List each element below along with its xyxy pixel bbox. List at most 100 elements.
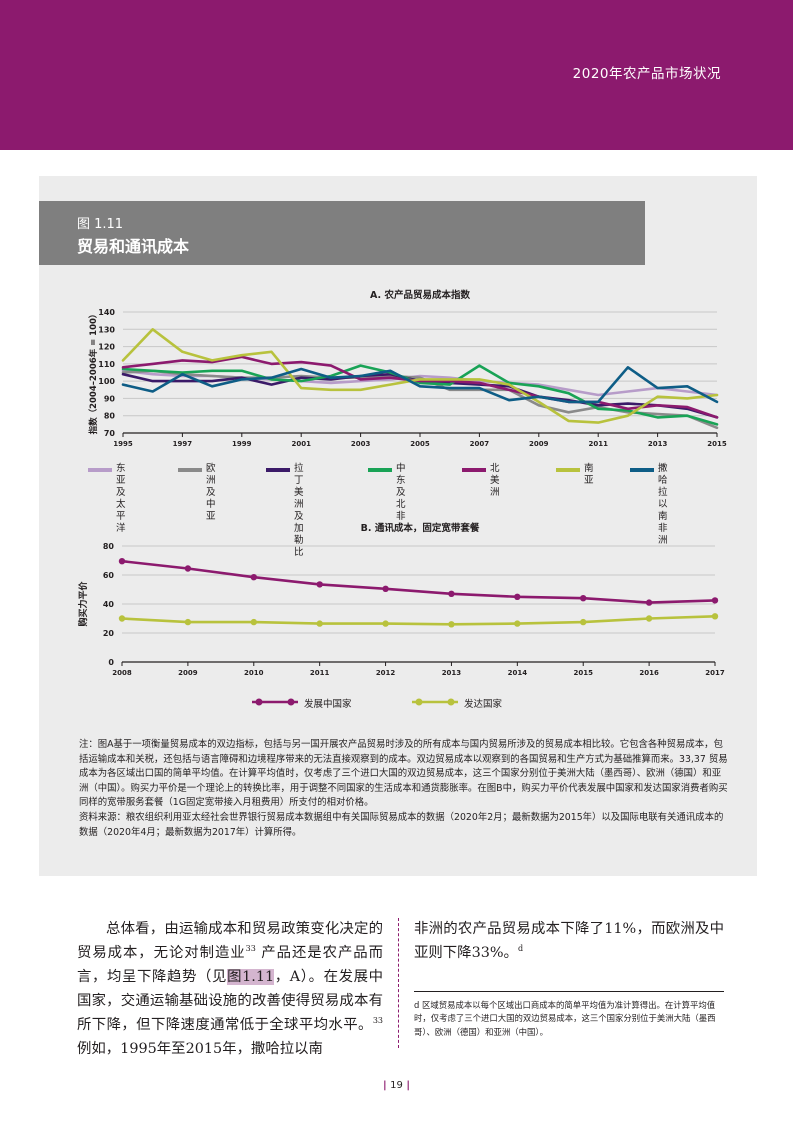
chart-a-series-line [121,327,719,424]
citation: 33 [372,1016,383,1026]
chart-a-xtick-label: 2001 [291,440,311,448]
figure-title: 贸易和通讯成本 [77,237,190,256]
chart-b-series-line [121,615,716,626]
chart-b-data-point [316,620,323,627]
chart-b-data-point [250,574,257,581]
chart-b-xtick-label: 2008 [112,669,132,677]
chart-b-data-point [184,565,192,572]
body-text: 总体看，由运输成本和贸易政策变化决定的贸易成本，无论对制造业 [77,921,383,961]
chart-b-data-point [448,590,455,597]
chart-a-series-line [121,355,719,419]
chart-a-xtick-label: 2015 [707,440,727,448]
legend-swatch [462,468,486,472]
body-text-right: 非洲的农产品贸易成本下降了11%，而欧洲及中亚则下降33%。d [414,917,724,965]
note-text: 注：图A基于一项衡量贸易成本的双边指标，包括与另一国开展农产品贸易时涉及的所有成… [79,739,728,809]
chart-b-data-point [184,618,192,626]
chart-a-xtick-label: 2011 [588,440,608,448]
chart-a-xtick-label: 1999 [232,440,252,448]
chart-b-ytick-label: 60 [103,571,115,580]
chart-a-xtick-label: 2007 [470,440,490,448]
chart-a-series-line [121,364,719,426]
chart-b-data-point [118,558,126,565]
header-title: 2020年农产品市场状况 [572,66,721,82]
chart-a-xtick-label: 2005 [410,440,430,448]
chart-a-ytick-label: 120 [98,343,115,352]
chart-b-data-point [645,599,653,606]
chart-a-ytick-label: 100 [98,377,115,386]
chart-a-title: A. 农产品贸易成本指数 [370,289,470,301]
chart-b-data-point [382,585,389,592]
chart-a-ytick-label: 140 [98,308,115,317]
chart-b-data-point [514,620,521,627]
legend-label: 中东及 北非 [396,463,406,522]
legend-swatch [556,468,580,472]
chart-b-data-point [316,581,323,588]
chart-b-xtick-label: 2016 [639,669,659,677]
figure-link[interactable]: 图1.11 [227,969,275,985]
chart-b-data-point [448,621,455,628]
legend-swatch [368,468,392,472]
chart-b-data-point [514,593,521,600]
chart-b-xtick-label: 2015 [573,669,593,677]
legend-swatch [252,698,298,706]
chart-b-xtick-label: 2017 [705,669,725,677]
legend-label: 欧洲及 中亚 [206,463,216,522]
chart-a-ytick-label: 70 [104,429,116,438]
header-band: 2020年农产品市场状况 [0,0,793,150]
chart-a-xtick-label: 1997 [173,440,193,448]
chart-b-xtick-label: 2014 [508,669,528,677]
chart-b-title: B. 通讯成本，固定宽带套餐 [361,522,480,534]
page-number-value: 19 [390,1080,403,1091]
body-text: 例如，1995年至2015年，撒哈拉以南 [77,1041,323,1057]
chart-a-xtick-label: 2013 [648,440,668,448]
legend-swatch [412,698,458,706]
figure-box: 图 1.11 贸易和通讯成本 [39,176,757,876]
chart-a-xtick-label: 2003 [351,440,371,448]
figure-heading: 图 1.11 贸易和通讯成本 [39,201,645,265]
body-text: ，A）。在发展中国家，交通运输基础设施的改善使得贸易成本有所下降，但下降速度通常… [77,969,383,1033]
chart-a-ytick-label: 90 [104,394,116,403]
page-number-bar-right: | [402,1080,410,1091]
chart-b-series-line [121,559,716,604]
legend-swatch-dot [415,698,423,706]
chart-b-data-point [645,615,653,622]
chart-b-data-point [250,618,257,626]
footnote-rule [414,991,724,992]
page-number: | 19 | [0,1080,793,1091]
legend-label: 发达国家 [464,699,503,710]
figure-notes: 注：图A基于一项衡量贸易成本的双边指标，包括与另一国开展农产品贸易时涉及的所有成… [79,738,729,840]
legend-swatch-dot [287,698,295,706]
column-divider [398,918,399,1048]
chart-a-ytick-label: 130 [98,325,115,334]
legend-swatch [88,468,112,472]
chart-b-ytick-label: 20 [103,629,115,638]
legend-label: 南亚 [584,463,594,486]
figure-number: 图 1.11 [77,217,124,232]
chart-a-xtick-label: 2009 [529,440,549,448]
source-text: 资料来源：粮农组织利用亚太经社会世界银行贸易成本数据组中有关国际贸易成本的数据（… [79,811,724,838]
chart-b-data-point [711,597,719,604]
chart-b-ytick-label: 80 [103,542,115,551]
legend-swatch-dot [447,698,455,706]
chart-b-xtick-label: 2009 [178,669,198,677]
legend-swatch [178,468,202,472]
chart-a-xtick-label: 1995 [113,440,133,448]
chart-b: B. 通讯成本，固定宽带套餐 0 20 40 60 80 2008 2009 2010 2011 2… [77,522,725,677]
chart-b-ylabel: 购买力平价 [77,581,89,627]
chart-b-ytick-label: 40 [103,600,115,609]
citation: 33 [245,944,256,954]
body-text-left: 总体看，由运输成本和贸易政策变化决定的贸易成本，无论对制造业33 产品还是农产品… [77,917,383,1061]
chart-b-data-point [118,615,126,622]
chart-b-data-point [382,620,389,627]
chart-a: A. 农产品贸易成本指数 70 80 90 100 110 120 130 140 1995 199… [88,289,727,448]
chart-b-xtick-label: 2010 [244,669,264,677]
chart-b-data-point [711,613,719,620]
legend-label: 发展中国家 [304,699,352,710]
legend-label: 拉丁美洲 及加勒比 [294,463,304,558]
chart-a-ylabel: 指数（2004–2006年 = 100） [88,310,99,435]
body-text: 产品还是农产品而言，均呈下降趋势（见 [77,945,383,985]
chart-a-ytick-label: 110 [98,360,115,369]
chart-b-data-point [580,595,587,602]
legend-swatch [266,468,290,472]
chart-a-ytick-label: 80 [104,412,116,421]
